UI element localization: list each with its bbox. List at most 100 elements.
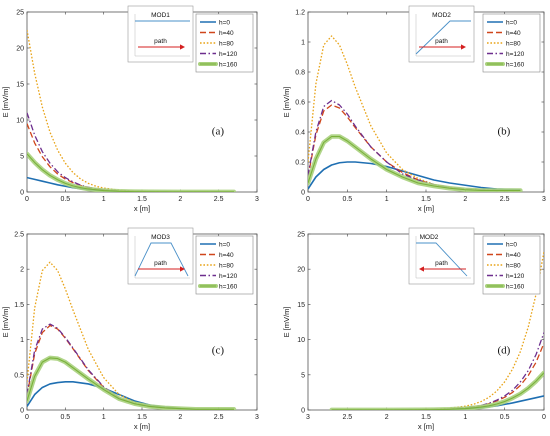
legend-label: h=40 — [506, 252, 521, 259]
series-group — [27, 29, 237, 192]
inset-title: MOD2 — [420, 234, 439, 241]
y-tick-label: 1.5 — [14, 302, 24, 309]
x-axis-label: x [m] — [134, 204, 150, 213]
x-axis-label: x [m] — [418, 422, 434, 431]
path-arrow-head — [180, 44, 185, 50]
series-line-h160 — [331, 372, 544, 410]
series-line-h160 — [308, 135, 521, 192]
legend-label: h=40 — [219, 252, 234, 259]
legend-label: h=120 — [506, 273, 525, 280]
legend-label: h=0 — [506, 241, 517, 248]
legend: h=0 h=40 h=80 h=120 h=160 — [482, 235, 541, 295]
y-tick-label: 1 — [20, 337, 24, 344]
inset-title: MOD1 — [151, 12, 170, 19]
y-tick-label: 10 — [16, 118, 24, 125]
y-tick-label: 0.2 — [295, 160, 305, 167]
chart-panel: 0 0.5 1 1.5 2 2.5 3 0 0.2 0.4 0.6 0.8 1 1.2 x [m] E [mV… — [282, 5, 546, 213]
series-group — [329, 251, 544, 410]
y-tick-label: 0 — [301, 190, 305, 197]
inset-path-label: path — [435, 260, 448, 267]
x-tick-label: 1.5 — [137, 196, 147, 203]
legend-label: h=120 — [506, 51, 525, 58]
y-tick-label: 25 — [297, 232, 305, 239]
y-tick-label: 20 — [297, 267, 305, 274]
panel-label: (b) — [497, 125, 510, 137]
inset-path-label: path — [435, 38, 448, 45]
x-tick-label: 0 — [25, 414, 29, 421]
x-tick-label: 3 — [542, 196, 546, 203]
legend: h=0 h=40 h=80 h=120 h=160 — [195, 13, 254, 73]
y-tick-label: 0.8 — [295, 70, 305, 77]
y-tick-label: 15 — [297, 302, 305, 309]
x-tick-label: 1 — [102, 196, 106, 203]
inset-frame — [127, 227, 194, 285]
legend-label: h=80 — [506, 40, 521, 47]
y-tick-label: 25 — [16, 10, 24, 17]
y-tick-label: 15 — [16, 82, 24, 89]
x-tick-label: 2 — [178, 414, 182, 421]
inset-schematic: MOD1 path — [127, 5, 194, 63]
inset-schematic: MOD2 path — [408, 5, 475, 63]
inset-title: MOD3 — [151, 234, 170, 241]
y-tick-label: 2 — [20, 267, 24, 274]
x-tick-label: 0 — [306, 196, 310, 203]
x-tick-label: 0.5 — [342, 196, 352, 203]
x-tick-label: 1.5 — [421, 196, 431, 203]
x-tick-label: 2.5 — [342, 414, 352, 421]
legend-label: h=160 — [506, 61, 525, 68]
legend-label: h=80 — [219, 40, 234, 47]
y-tick-label: 5 — [301, 372, 305, 379]
y-axis-label: E [mV/m] — [1, 87, 10, 118]
inset-path-label: path — [154, 38, 167, 45]
legend-label: h=160 — [219, 61, 238, 68]
legend: h=0 h=40 h=80 h=120 h=160 — [482, 13, 541, 73]
path-arrow-head — [419, 266, 424, 272]
panel-label: (d) — [497, 345, 510, 357]
y-axis-label: E [mV/m] — [282, 87, 291, 118]
inset-path-label: path — [154, 260, 167, 267]
series-group — [27, 261, 237, 410]
path-arrow-head — [180, 266, 185, 272]
y-axis-label: E [mV/m] — [282, 307, 291, 338]
legend-label: h=80 — [219, 262, 234, 269]
path-arrow-head — [461, 44, 466, 50]
legend-label: h=40 — [506, 30, 521, 37]
x-tick-label: 1 — [385, 196, 389, 203]
x-tick-label: 0.5 — [60, 414, 70, 421]
y-tick-label: 10 — [297, 337, 305, 344]
panel-label: (a) — [212, 125, 225, 137]
x-tick-label: 2 — [463, 196, 467, 203]
legend-label: h=40 — [219, 30, 234, 37]
y-tick-label: 5 — [20, 154, 24, 161]
legend: h=0 h=40 h=80 h=120 h=160 — [195, 235, 254, 295]
x-tick-label: 0.5 — [500, 414, 510, 421]
legend-label: h=0 — [219, 241, 230, 248]
x-tick-label: 1 — [463, 414, 467, 421]
series-group — [308, 35, 523, 192]
inset-profile-line — [415, 20, 471, 55]
y-tick-label: 0 — [301, 408, 305, 415]
panel-label: (c) — [212, 345, 225, 357]
x-axis-label: x [m] — [418, 204, 434, 213]
legend-label: h=0 — [219, 19, 230, 26]
x-tick-label: 3 — [255, 196, 259, 203]
y-tick-label: 2.5 — [14, 232, 24, 239]
inset-schematic: MOD3 path — [127, 227, 194, 285]
y-tick-label: 0.6 — [295, 100, 305, 107]
x-tick-label: 2.5 — [214, 196, 224, 203]
inset-title: MOD2 — [432, 12, 451, 19]
x-tick-label: 2 — [178, 196, 182, 203]
inset-frame — [408, 5, 475, 63]
legend-label: h=0 — [506, 19, 517, 26]
y-tick-label: 0.4 — [295, 130, 305, 137]
legend-label: h=120 — [219, 273, 238, 280]
x-tick-label: 0.5 — [60, 196, 70, 203]
inset-frame — [408, 227, 475, 285]
legend-label: h=80 — [506, 262, 521, 269]
chart-panel: 3 2.5 2 1.5 1 0.5 0 0 5 10 15 20 25 x [m] E [mV/m] (d) h… — [282, 227, 546, 431]
series-line-h160 — [27, 357, 234, 410]
x-tick-label: 3 — [306, 414, 310, 421]
y-tick-label: 1 — [301, 40, 305, 47]
x-tick-label: 1.5 — [421, 414, 431, 421]
